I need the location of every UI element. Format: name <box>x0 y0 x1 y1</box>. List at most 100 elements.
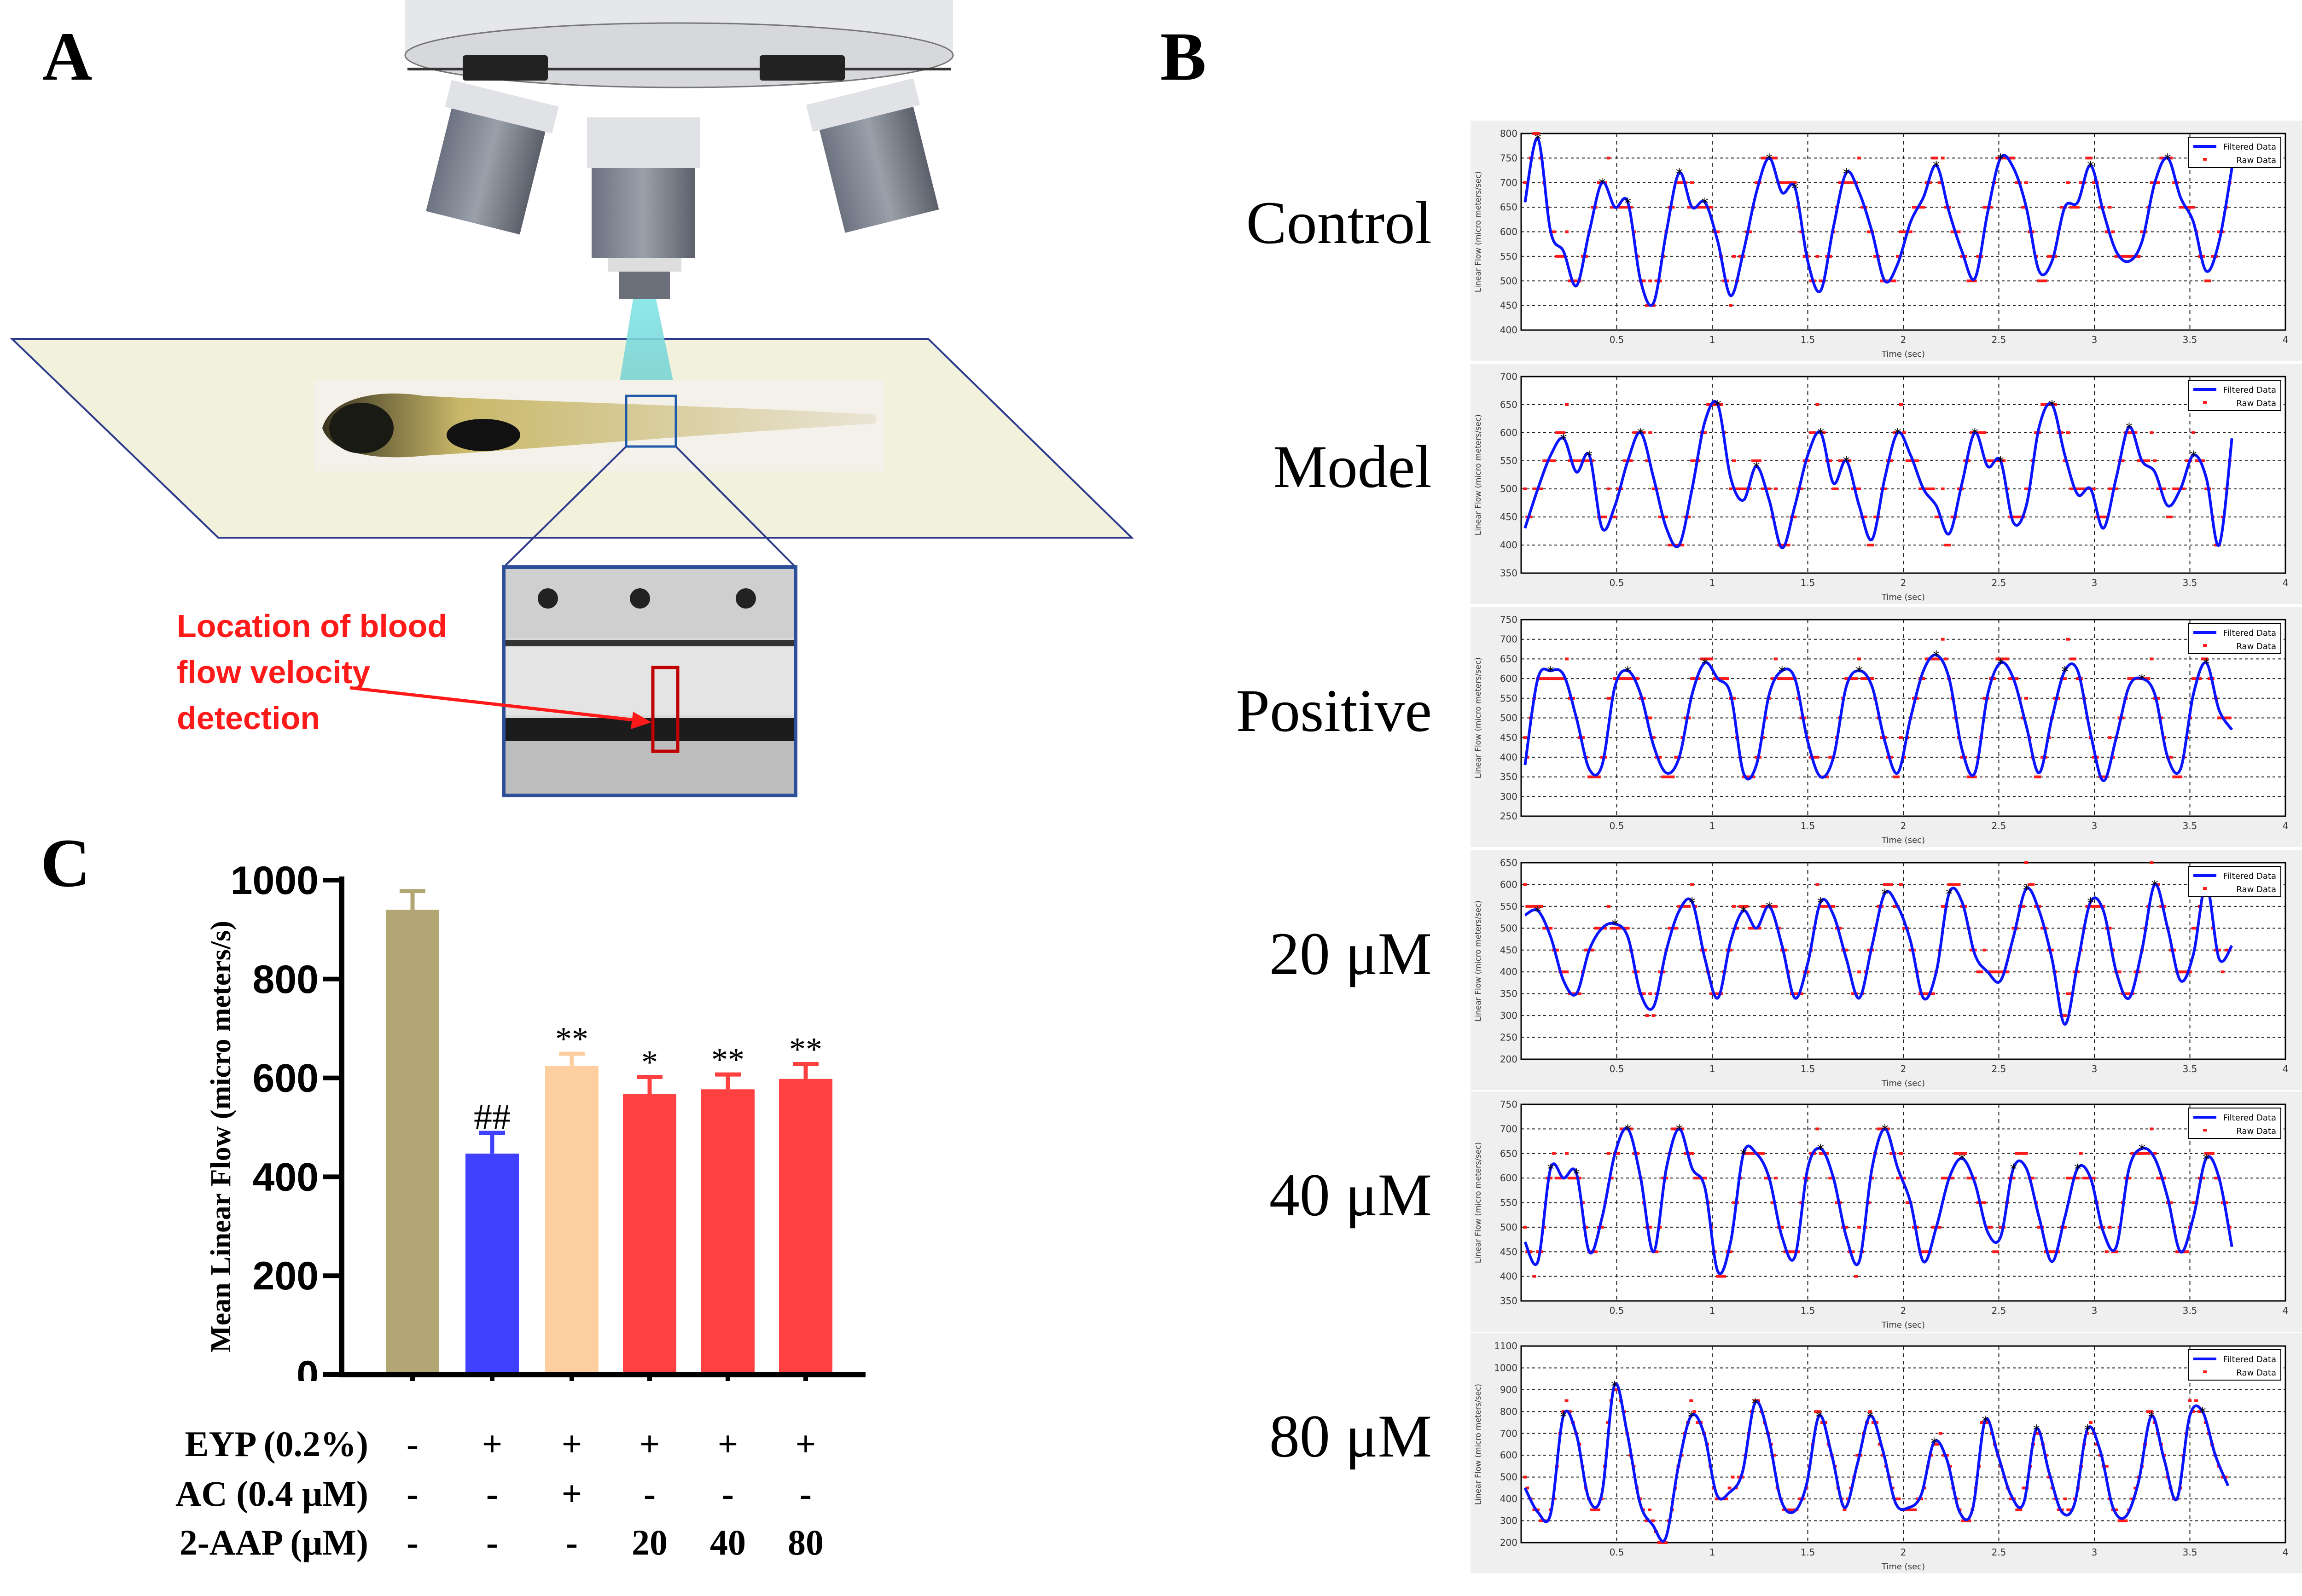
raw-data-point <box>2214 544 2218 546</box>
raw-data-point <box>1689 1399 1693 1402</box>
raw-data-point <box>1561 1410 1565 1413</box>
raw-data-point <box>2082 488 2086 490</box>
raw-data-point <box>1529 516 1533 518</box>
x-axis-label: Time (sec) <box>1881 1079 1925 1088</box>
x-tick-label: 1.5 <box>1801 820 1815 831</box>
raw-data-point <box>2085 157 2089 160</box>
raw-data-point <box>1986 459 1990 462</box>
raw-data-point <box>2172 775 2176 778</box>
legend-box <box>2188 1108 2281 1139</box>
y-tick-label: 550 <box>1500 901 1517 912</box>
raw-data-point <box>1780 544 1784 546</box>
x-tick-label: 2.5 <box>1992 1547 2006 1558</box>
raw-data-point <box>1761 1152 1765 1155</box>
raw-data-point <box>1892 279 1896 283</box>
microscope-turret <box>404 0 954 88</box>
bar-chart: 0 200 400 600 800 1000 Mean Linear Flow (micro… <box>205 859 866 1381</box>
raw-data-point <box>1970 279 1974 283</box>
legend-box <box>2188 380 2281 411</box>
raw-data-point <box>1532 132 1536 135</box>
trace-plot-positive: 250 300 350 400 450 500 550 600 650 700 750 0.5 1 1.5… <box>1471 607 2302 847</box>
raw-data-point <box>2137 1152 2141 1155</box>
raw-data-point <box>1696 1421 1700 1424</box>
raw-data-point <box>2024 1152 2029 1155</box>
raw-data-point <box>2182 488 2186 490</box>
raw-data-point <box>1629 459 1633 462</box>
raw-data-point <box>2011 1177 2016 1180</box>
raw-data-point <box>1590 206 1594 209</box>
raw-data-point <box>1992 677 1996 680</box>
raw-data-point <box>2124 255 2128 258</box>
raw-data-point <box>2188 970 2192 974</box>
raw-data-point <box>1921 992 1925 995</box>
raw-data-point <box>1558 677 1563 680</box>
raw-data-point <box>1697 206 1701 209</box>
bar-1 <box>386 910 439 1372</box>
raw-data-point <box>1924 181 1929 184</box>
raw-data-point <box>1668 544 1672 546</box>
raw-data-point <box>1892 905 1896 908</box>
legend-filtered-label: Filtered Data <box>2223 385 2276 395</box>
raw-data-point <box>2207 279 2211 283</box>
raw-data-point <box>1565 657 1569 661</box>
raw-data-point <box>1786 544 1790 546</box>
raw-data-point <box>2079 488 2083 490</box>
raw-data-point <box>2056 696 2060 700</box>
raw-data-point <box>2169 948 2173 952</box>
raw-data-point <box>1931 488 1935 490</box>
raw-data-point <box>2057 1508 2061 1511</box>
raw-data-point <box>1744 488 1749 490</box>
raw-data-point <box>1716 1275 1720 1278</box>
raw-data-point <box>1905 459 1909 462</box>
raw-data-point <box>2059 206 2064 209</box>
peak-marker: * <box>1959 1151 1965 1167</box>
raw-data-point <box>1597 775 1601 778</box>
peak-marker: * <box>2148 1409 2155 1425</box>
raw-data-point <box>1684 905 1688 908</box>
raw-data-point <box>1703 206 1707 209</box>
raw-data-point <box>1584 255 1588 258</box>
raw-data-point <box>1942 1454 1946 1457</box>
raw-data-point <box>1622 206 1627 209</box>
bar-4 <box>623 1094 676 1372</box>
raw-data-point <box>1744 1152 1749 1155</box>
raw-data-point <box>1793 516 1797 518</box>
raw-data-point <box>1761 905 1765 908</box>
raw-data-point <box>1703 657 1707 661</box>
y-tick-label: 1100 <box>1494 1341 1517 1352</box>
raw-data-point <box>2197 1410 2202 1413</box>
raw-data-point <box>1552 459 1556 462</box>
raw-data-point <box>1664 775 1668 778</box>
raw-data-point <box>1844 181 1849 184</box>
peak-marker: * <box>1753 459 1760 476</box>
raw-data-point <box>1941 488 1945 490</box>
raw-data-point <box>1613 927 1617 930</box>
detection-location-note: Location of blood flow velocity detectio… <box>177 603 447 741</box>
raw-data-point <box>2021 905 2025 908</box>
raw-data-point <box>2198 677 2202 680</box>
raw-data-point <box>2088 157 2093 160</box>
treatment-cell: + <box>717 1424 738 1464</box>
raw-data-point <box>1980 1421 1984 1424</box>
raw-data-point <box>2175 1250 2180 1254</box>
plot-frame <box>1520 1103 2286 1302</box>
raw-data-point <box>1838 459 1842 462</box>
raw-data-point <box>1552 677 1556 680</box>
peak-marker: * <box>2023 882 2030 898</box>
raw-data-point <box>1773 157 1778 160</box>
raw-data-point <box>2034 431 2038 434</box>
raw-data-point <box>2043 1250 2047 1254</box>
raw-data-point <box>1735 488 1739 490</box>
peak-marker: * <box>1894 426 1901 442</box>
raw-data-point <box>1562 677 1566 680</box>
raw-data-point <box>2143 459 2147 462</box>
significance-marker: * <box>641 1044 658 1080</box>
raw-data-point <box>2015 181 2019 184</box>
raw-data-point <box>2037 1225 2041 1229</box>
raw-data-point <box>1748 927 1752 930</box>
raw-data-point <box>2201 1177 2205 1180</box>
x-tick-label: 2.5 <box>1992 1063 2006 1074</box>
raw-data-point <box>1921 206 1925 209</box>
treatment-cell: + <box>482 1424 503 1464</box>
raw-data-point <box>1564 1399 1569 1402</box>
